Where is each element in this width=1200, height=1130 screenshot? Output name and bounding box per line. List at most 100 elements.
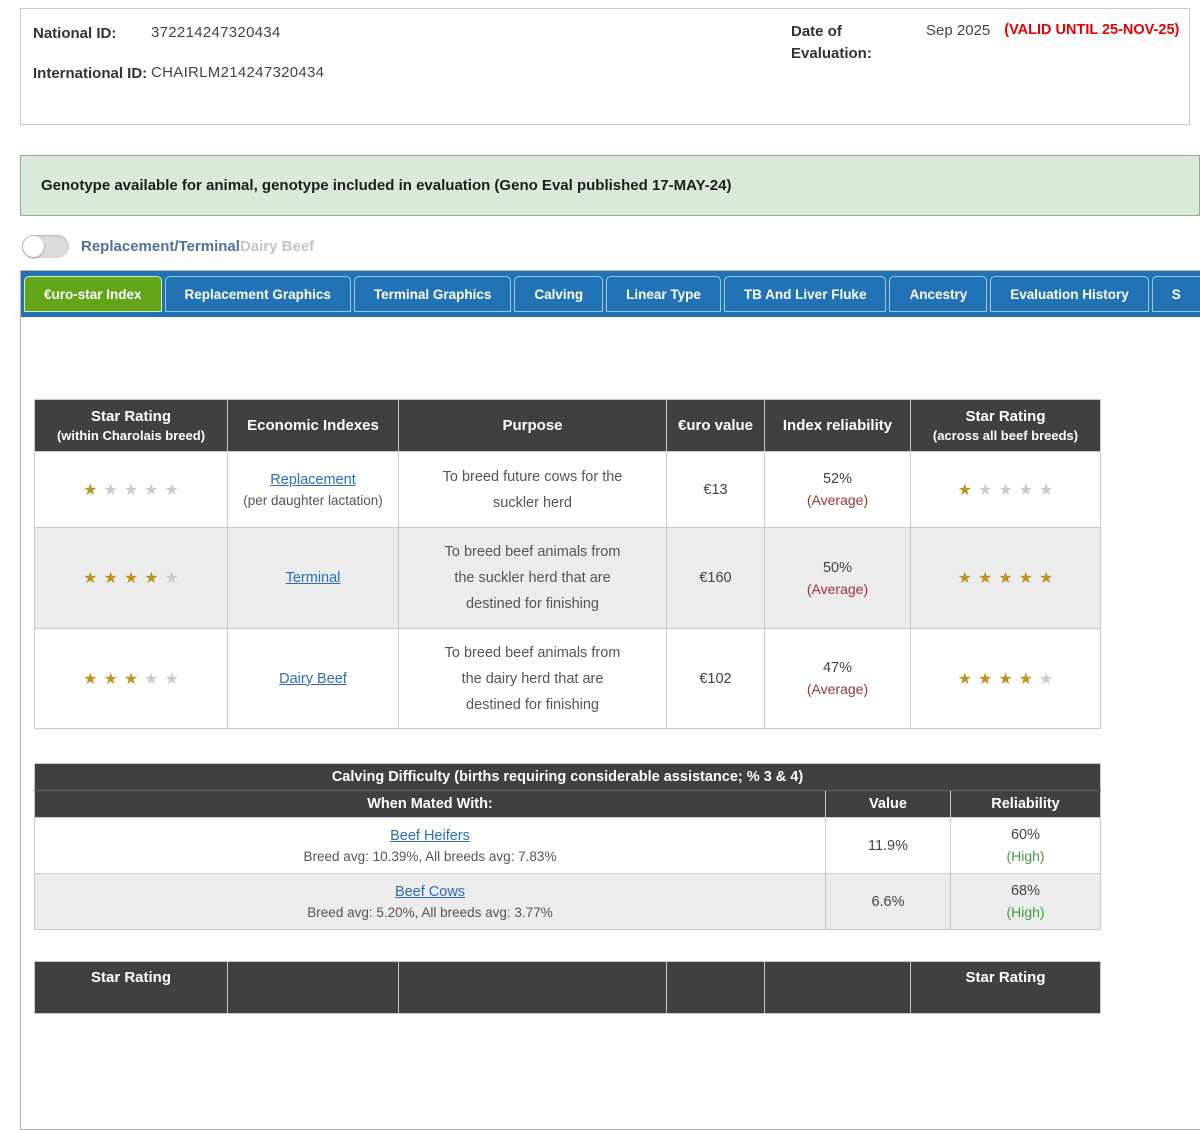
star-icon: ★ bbox=[1018, 670, 1034, 688]
stars-within-breed-cell: ★ ★ ★ ★ ★ bbox=[34, 527, 228, 629]
calving-table-body: Beef Heifers Breed avg: 10.39%, All breed… bbox=[34, 817, 1101, 930]
mated-with-cell: Beef Heifers Breed avg: 10.39%, All breed… bbox=[34, 817, 826, 874]
star-icon: ★ bbox=[164, 670, 179, 688]
euro-star-index-table: Star Rating (within Charolais breed) Eco… bbox=[34, 399, 1101, 729]
index-link-terminal[interactable]: Terminal bbox=[285, 570, 341, 586]
purpose-cell: To breed future cows for the suckler her… bbox=[398, 451, 667, 528]
star-icon: ★ bbox=[1018, 481, 1034, 499]
calving-reliability-value: 60% bbox=[1010, 827, 1041, 843]
economic-index-cell: Terminal bbox=[227, 527, 399, 629]
index-table-body: ★ ★ ★ ★ ★ Replacement (per daughter lactation)… bbox=[34, 451, 1101, 729]
star-icon: ★ bbox=[998, 570, 1013, 587]
euro-value-cell: €13 bbox=[666, 451, 765, 528]
evaluation-date-value: Sep 2025 bbox=[926, 22, 991, 39]
breed-avg-note: Breed avg: 5.20%, All breeds avg: 3.77% bbox=[307, 905, 553, 920]
genotype-banner: Genotype available for animal, genotype … bbox=[20, 155, 1200, 216]
next-col-2 bbox=[227, 961, 399, 1014]
calving-reliability-cell: 68% (High) bbox=[950, 873, 1101, 930]
mated-with-cell: Beef Cows Breed avg: 5.20%, All breeds av… bbox=[34, 873, 826, 930]
tab-next-clipped[interactable]: S bbox=[1151, 276, 1200, 312]
purpose-text: To breed future cows for the suckler her… bbox=[442, 468, 623, 511]
purpose-text: To breed beef animals from the suckler h… bbox=[444, 544, 621, 612]
view-toggle-row: Replacement/Terminal Dairy Beef bbox=[22, 233, 1200, 259]
evaluation-tab-panel: €uro-star Index Replacement Graphics Termi… bbox=[20, 270, 1200, 1130]
calving-reliability-note: (High) bbox=[1006, 904, 1045, 920]
animal-id-panel: National ID: 372214247320434 Internation… bbox=[20, 8, 1190, 125]
index-link-dairy-beef[interactable]: Dairy Beef bbox=[279, 670, 347, 687]
calving-reliability-value: 68% bbox=[1010, 883, 1041, 899]
star-icon: ★ bbox=[83, 570, 98, 587]
calving-table-title: Calving Difficulty (births requiring con… bbox=[34, 763, 1101, 791]
index-reliability-cell: 52% (Average) bbox=[764, 451, 911, 528]
star-icon: ★ bbox=[998, 481, 1013, 499]
star-icon: ★ bbox=[123, 481, 139, 499]
tab-terminal-graphics[interactable]: Terminal Graphics bbox=[353, 276, 512, 312]
international-id-label: International ID: bbox=[33, 64, 148, 82]
calving-reliability-note: (High) bbox=[1006, 848, 1045, 864]
tab-ancestry[interactable]: Ancestry bbox=[889, 276, 988, 312]
calving-row-beef-cows: Beef Cows Breed avg: 5.20%, All breeds av… bbox=[34, 873, 1101, 930]
star-rating-1-of-5: ★ ★ ★ ★ ★ bbox=[911, 480, 1100, 500]
col-header-star-within: Star Rating (within Charolais breed) bbox=[34, 399, 228, 452]
col-header-economic-indexes: Economic Indexes bbox=[227, 399, 399, 452]
star-icon: ★ bbox=[957, 481, 972, 499]
breed-avg-note: Breed avg: 10.39%, All breeds avg: 7.83% bbox=[303, 849, 557, 864]
tab-euro-star-index[interactable]: €uro-star Index bbox=[24, 276, 162, 312]
col-header-value: Value bbox=[825, 790, 951, 818]
col-header-reliability: Reliability bbox=[950, 790, 1101, 818]
index-link-replacement[interactable]: Replacement bbox=[270, 472, 356, 488]
stars-across-breeds-cell: ★ ★ ★ ★ ★ bbox=[910, 451, 1101, 528]
national-id-row: National ID: 372214247320434 bbox=[33, 23, 1177, 45]
next-col-5 bbox=[764, 961, 911, 1014]
star-icon: ★ bbox=[144, 481, 159, 499]
reliability-value: 50% bbox=[822, 559, 853, 576]
tab-tb-and-liver-fluke[interactable]: TB And Liver Fluke bbox=[723, 276, 887, 312]
genotype-banner-text: Genotype available for animal, genotype … bbox=[41, 177, 732, 194]
tab-calving[interactable]: Calving bbox=[514, 276, 604, 312]
mated-with-link-beef-cows[interactable]: Beef Cows bbox=[394, 884, 466, 900]
tab-evaluation-history[interactable]: Evaluation History bbox=[990, 276, 1149, 312]
star-icon: ★ bbox=[998, 670, 1013, 688]
next-col-3 bbox=[398, 961, 667, 1014]
toggle-label-dairy-beef[interactable]: Dairy Beef bbox=[239, 237, 315, 255]
star-icon: ★ bbox=[957, 670, 972, 688]
star-icon: ★ bbox=[83, 670, 98, 688]
star-icon: ★ bbox=[123, 670, 139, 688]
star-rating-1-of-5: ★ ★ ★ ★ ★ bbox=[35, 480, 227, 500]
index-row-replacement: ★ ★ ★ ★ ★ Replacement (per daughter lactation)… bbox=[34, 451, 1101, 528]
next-table-header-row: Star Rating Star Rating bbox=[34, 961, 1101, 1014]
index-reliability-cell: 47% (Average) bbox=[764, 628, 911, 729]
star-icon: ★ bbox=[103, 670, 118, 688]
international-id-row: International ID: CHAIRLM214247320434 bbox=[33, 63, 1177, 85]
calving-value-cell: 11.9% bbox=[825, 817, 951, 874]
calving-value-cell: 6.6% bbox=[825, 873, 951, 930]
index-table-header-row: Star Rating (within Charolais breed) Eco… bbox=[34, 399, 1101, 452]
col-header-euro-value: €uro value bbox=[666, 399, 765, 452]
national-id-value: 372214247320434 bbox=[151, 24, 281, 41]
star-icon: ★ bbox=[164, 481, 179, 499]
calving-title-row: Calving Difficulty (births requiring con… bbox=[34, 763, 1101, 791]
toggle-label-replacement-terminal[interactable]: Replacement/Terminal bbox=[81, 237, 240, 255]
euro-value-cell: €102 bbox=[666, 628, 765, 729]
star-rating-5-of-5: ★ ★ ★ ★ ★ bbox=[911, 568, 1100, 588]
next-col-star-rating-left: Star Rating bbox=[34, 961, 228, 1014]
purpose-cell: To breed beef animals from the dairy her… bbox=[398, 628, 667, 729]
mated-with-link-beef-heifers[interactable]: Beef Heifers bbox=[390, 828, 470, 844]
tab-linear-type[interactable]: Linear Type bbox=[606, 276, 721, 312]
tab-replacement-graphics[interactable]: Replacement Graphics bbox=[164, 276, 351, 312]
international-id-value: CHAIRLM214247320434 bbox=[151, 63, 325, 81]
evaluation-date-group: Date of Evaluation: Sep 2025 (VALID UNTI… bbox=[791, 21, 1179, 65]
reliability-value: 52% bbox=[822, 471, 853, 487]
next-col-star-rating-right: Star Rating bbox=[910, 961, 1101, 1014]
star-rating-4-of-5: ★ ★ ★ ★ ★ bbox=[911, 669, 1100, 689]
view-toggle[interactable] bbox=[22, 234, 69, 258]
star-icon: ★ bbox=[1039, 670, 1054, 688]
next-col-4 bbox=[666, 961, 765, 1014]
star-icon: ★ bbox=[1039, 570, 1054, 587]
purpose-cell: To breed beef animals from the suckler h… bbox=[398, 527, 667, 629]
stars-within-breed-cell: ★ ★ ★ ★ ★ bbox=[34, 628, 228, 729]
euro-star-index-content: Star Rating (within Charolais breed) Eco… bbox=[21, 317, 1200, 1014]
star-icon: ★ bbox=[164, 570, 179, 587]
calving-header-row: When Mated With: Value Reliability bbox=[34, 790, 1101, 818]
stars-across-breeds-cell: ★ ★ ★ ★ ★ bbox=[910, 628, 1101, 729]
